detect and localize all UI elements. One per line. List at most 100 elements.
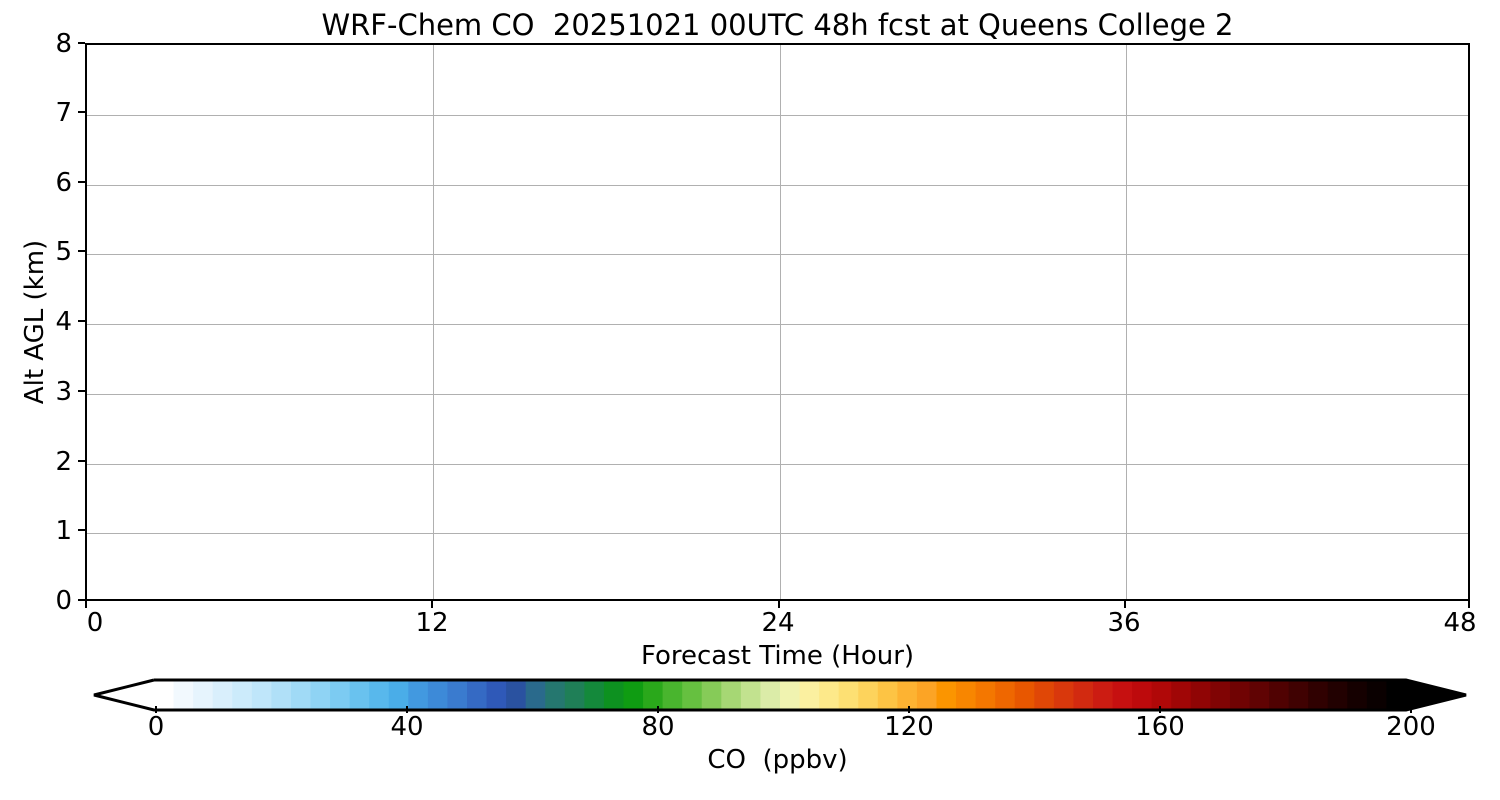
y-tick-mark — [78, 250, 85, 253]
colorbar-band — [1112, 680, 1133, 710]
colorbar-band — [858, 680, 879, 710]
colorbar-band — [1034, 680, 1055, 710]
colorbar-band — [623, 680, 644, 710]
colorbar-band — [525, 680, 546, 710]
colorbar-band — [936, 680, 957, 710]
colorbar-band — [212, 680, 233, 710]
y-tick-mark — [78, 42, 85, 44]
colorbar-band — [427, 680, 448, 710]
colorbar-band — [740, 680, 761, 710]
y-tick-mark — [78, 529, 85, 532]
x-axis-label: Forecast Time (Hour) — [640, 641, 915, 671]
colorbar-tick-mark — [657, 706, 659, 713]
x-tick-mark — [431, 601, 434, 608]
y-tick-label: 1 — [55, 516, 72, 547]
x-tick-label: 0 — [86, 608, 104, 638]
colorbar-band — [290, 680, 312, 710]
colorbar-label: CO (ppbv) — [707, 745, 848, 775]
colorbar-band — [682, 680, 703, 710]
colorbar-band — [877, 680, 898, 710]
gridline-horizontal — [87, 393, 1468, 395]
colorbar-band — [310, 680, 331, 710]
colorbar-band — [1210, 680, 1231, 710]
colorbar-band — [467, 680, 488, 710]
gridline-horizontal — [87, 184, 1468, 186]
x-tick-mark — [1468, 601, 1470, 608]
colorbar-band — [330, 680, 351, 710]
colorbar-band — [995, 680, 1016, 710]
colorbar-band — [1327, 680, 1348, 710]
y-tick-label: 7 — [55, 97, 72, 128]
y-tick-mark — [78, 180, 85, 183]
colorbar-band — [251, 680, 272, 710]
colorbar-band — [408, 680, 429, 710]
y-tick-mark — [78, 389, 85, 392]
colorbar-band — [271, 680, 292, 710]
colorbar-band — [1288, 680, 1309, 710]
colorbar-band — [819, 680, 840, 710]
colorbar-tick-mark — [155, 706, 157, 713]
plot-axes-area — [85, 43, 1470, 601]
y-tick-label: 2 — [55, 446, 72, 477]
colorbar-band — [388, 680, 409, 710]
gridline-vertical — [433, 45, 435, 599]
colorbar-band — [1190, 680, 1211, 710]
colorbar-band — [643, 680, 664, 710]
colorbar-band — [1132, 680, 1153, 710]
colorbar-band — [584, 680, 605, 710]
x-tick-label: 36 — [1107, 608, 1141, 638]
gridline-horizontal — [87, 114, 1468, 116]
colorbar-band — [916, 680, 938, 710]
colorbar-tick-label: 0 — [147, 712, 165, 742]
colorbar — [88, 677, 1472, 713]
colorbar-tick-label: 160 — [1135, 712, 1185, 742]
colorbar-band — [603, 680, 625, 710]
x-tick-mark — [777, 601, 780, 608]
colorbar-band — [349, 680, 370, 710]
colorbar-band — [486, 680, 507, 710]
gridline-horizontal — [87, 533, 1468, 535]
colorbar-tick-mark — [1410, 706, 1412, 713]
gridline-vertical — [1125, 45, 1127, 599]
colorbar-band — [1073, 680, 1094, 710]
colorbar-band — [154, 680, 175, 710]
x-tick-label: 24 — [761, 608, 795, 638]
colorbar-gradient — [93, 678, 1467, 712]
colorbar-band — [1151, 680, 1172, 710]
y-tick-mark — [78, 599, 85, 601]
colorbar-band — [173, 680, 194, 710]
y-tick-label: 3 — [55, 376, 72, 407]
colorbar-band — [1171, 680, 1192, 710]
x-tick-mark — [1123, 601, 1126, 608]
colorbar-band — [447, 680, 468, 710]
colorbar-band — [721, 680, 742, 710]
colorbar-tick-mark — [1159, 706, 1161, 713]
y-tick-label: 0 — [55, 586, 72, 616]
colorbar-band — [1229, 680, 1251, 710]
colorbar-band — [193, 680, 214, 710]
colorbar-extend-min-arrow — [94, 680, 154, 710]
colorbar-band — [1347, 680, 1368, 710]
y-tick-label: 8 — [55, 29, 72, 59]
y-tick-label: 5 — [55, 237, 72, 268]
colorbar-band — [799, 680, 820, 710]
colorbar-band — [1053, 680, 1074, 710]
gridline-horizontal — [87, 254, 1468, 256]
colorbar-band — [545, 680, 566, 710]
colorbar-band — [1014, 680, 1035, 710]
colorbar-band — [1366, 680, 1387, 710]
x-tick-label: 12 — [415, 608, 449, 638]
gridline-horizontal — [87, 324, 1468, 325]
colorbar-band — [975, 680, 996, 710]
y-tick-mark — [78, 459, 85, 462]
x-tick-mark — [85, 601, 87, 608]
colorbar-band — [780, 680, 801, 710]
colorbar-band — [760, 680, 781, 710]
colorbar-band — [1308, 680, 1329, 710]
page-title: WRF-Chem CO 20251021 00UTC 48h fcst at Q… — [321, 8, 1234, 42]
y-tick-label: 4 — [55, 307, 72, 337]
gridline-horizontal — [87, 463, 1468, 465]
colorbar-band — [1093, 680, 1114, 710]
y-tick-label: 6 — [55, 167, 72, 198]
colorbar-tick-label: 200 — [1386, 712, 1436, 742]
